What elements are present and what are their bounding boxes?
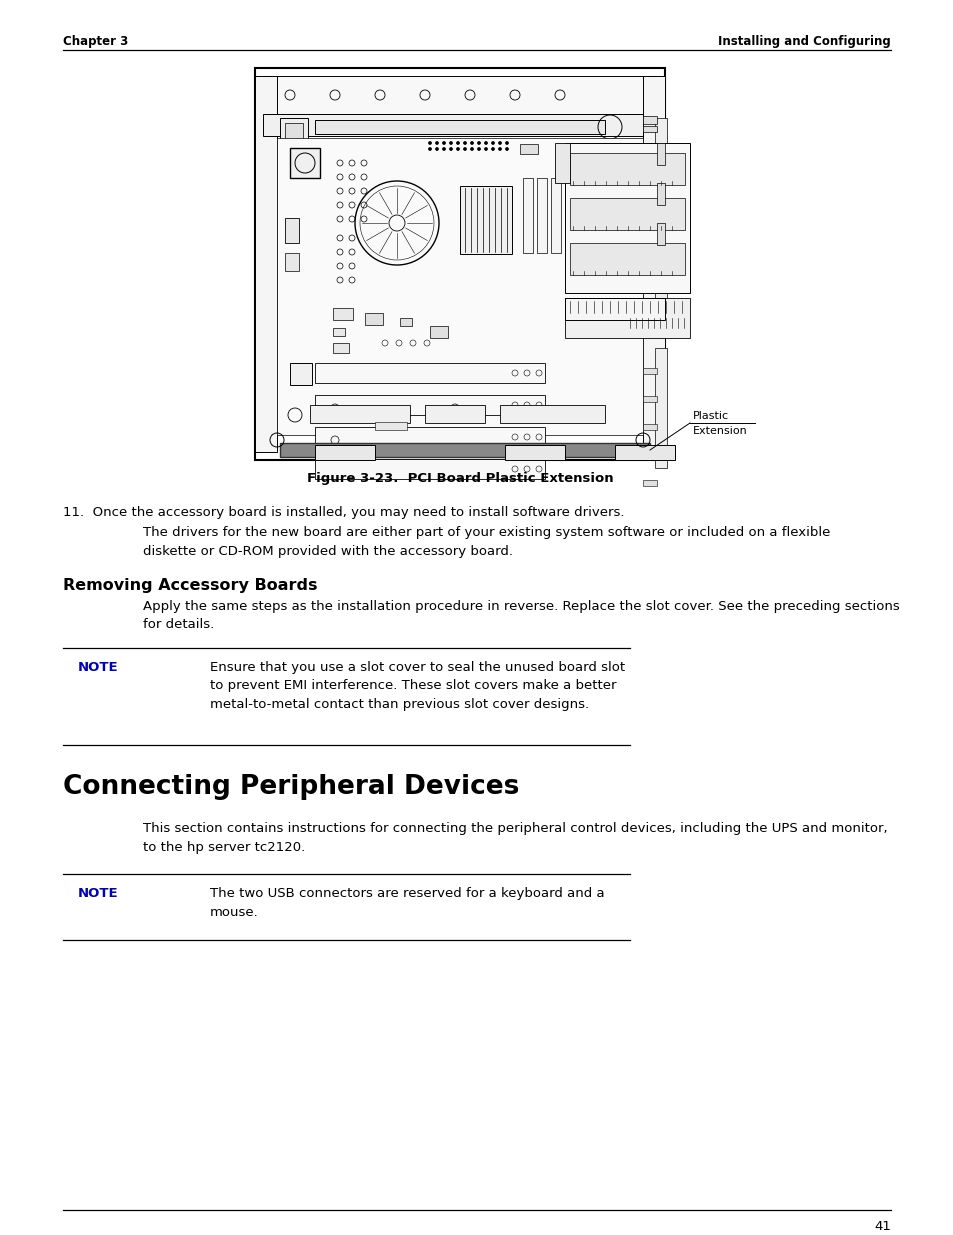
Bar: [263, 114, 642, 136]
Bar: [430, 326, 448, 338]
Text: Plastic: Plastic: [692, 411, 728, 421]
Text: Connecting Peripheral Devices: Connecting Peripheral Devices: [63, 774, 518, 800]
Bar: [280, 443, 649, 457]
Bar: [655, 248, 666, 329]
Bar: [314, 445, 375, 459]
Bar: [564, 298, 689, 338]
Text: Apply the same steps as the installation procedure in reverse. Replace the slot : Apply the same steps as the installation…: [143, 600, 899, 631]
Bar: [655, 119, 666, 238]
Circle shape: [505, 147, 508, 151]
Bar: [365, 312, 382, 325]
Bar: [399, 317, 412, 326]
Circle shape: [449, 147, 452, 151]
Bar: [459, 186, 512, 254]
Text: Extension: Extension: [692, 426, 747, 436]
Bar: [276, 138, 642, 435]
Circle shape: [463, 142, 466, 144]
Text: Chapter 3: Chapter 3: [63, 35, 128, 48]
Text: Figure 3-23.  PCI Board Plastic Extension: Figure 3-23. PCI Board Plastic Extension: [306, 472, 613, 485]
Bar: [615, 445, 675, 459]
Bar: [285, 124, 303, 141]
Circle shape: [428, 147, 431, 151]
Bar: [280, 119, 308, 158]
Bar: [642, 396, 657, 403]
Circle shape: [505, 142, 508, 144]
Circle shape: [484, 147, 487, 151]
Text: Removing Accessory Boards: Removing Accessory Boards: [63, 578, 317, 593]
Circle shape: [470, 147, 473, 151]
Bar: [657, 143, 664, 165]
Bar: [519, 144, 537, 154]
Bar: [285, 253, 298, 270]
Bar: [569, 198, 684, 230]
Bar: [499, 405, 604, 424]
Text: NOTE: NOTE: [78, 661, 118, 674]
Text: NOTE: NOTE: [78, 887, 118, 900]
Circle shape: [456, 147, 459, 151]
Circle shape: [498, 147, 501, 151]
Text: The two USB connectors are reserved for a keyboard and a
mouse.: The two USB connectors are reserved for …: [210, 887, 604, 919]
Circle shape: [442, 142, 445, 144]
Circle shape: [470, 142, 473, 144]
Bar: [314, 363, 544, 383]
Bar: [333, 308, 353, 320]
Bar: [424, 405, 484, 424]
Bar: [655, 348, 666, 468]
Text: This section contains instructions for connecting the peripheral control devices: This section contains instructions for c…: [143, 823, 886, 853]
Bar: [642, 480, 657, 487]
Bar: [314, 427, 544, 447]
Bar: [522, 178, 533, 253]
Bar: [314, 459, 544, 479]
Text: Installing and Configuring: Installing and Configuring: [718, 35, 890, 48]
Circle shape: [498, 142, 501, 144]
Circle shape: [491, 142, 494, 144]
Bar: [642, 424, 657, 430]
Bar: [333, 343, 349, 353]
Circle shape: [484, 142, 487, 144]
Circle shape: [435, 142, 438, 144]
Circle shape: [491, 147, 494, 151]
Bar: [290, 363, 312, 385]
Bar: [642, 368, 657, 374]
Circle shape: [477, 142, 480, 144]
Bar: [657, 183, 664, 205]
Text: 41: 41: [873, 1220, 890, 1233]
Circle shape: [449, 142, 452, 144]
Text: 11.  Once the accessory board is installed, you may need to install software dri: 11. Once the accessory board is installe…: [63, 506, 624, 519]
Bar: [564, 143, 689, 293]
Bar: [254, 68, 664, 459]
Bar: [254, 77, 276, 452]
Text: The drivers for the new board are either part of your existing system software o: The drivers for the new board are either…: [143, 526, 829, 557]
Bar: [569, 243, 684, 275]
Circle shape: [456, 142, 459, 144]
Bar: [504, 445, 564, 459]
Bar: [642, 77, 664, 452]
Bar: [642, 126, 657, 132]
Bar: [314, 120, 604, 135]
Circle shape: [477, 147, 480, 151]
Bar: [290, 148, 319, 178]
Bar: [642, 116, 657, 124]
Circle shape: [435, 147, 438, 151]
Bar: [551, 178, 560, 253]
Bar: [555, 143, 569, 183]
Circle shape: [428, 142, 431, 144]
Circle shape: [463, 147, 466, 151]
Bar: [285, 219, 298, 243]
Bar: [310, 405, 410, 424]
Bar: [314, 395, 544, 415]
Bar: [642, 452, 657, 458]
Text: Ensure that you use a slot cover to seal the unused board slot
to prevent EMI in: Ensure that you use a slot cover to seal…: [210, 661, 624, 711]
Bar: [375, 422, 407, 430]
Bar: [569, 153, 684, 185]
Circle shape: [442, 147, 445, 151]
Bar: [333, 329, 345, 336]
Bar: [263, 77, 657, 114]
Bar: [537, 178, 546, 253]
Bar: [657, 224, 664, 245]
Bar: [564, 298, 664, 320]
